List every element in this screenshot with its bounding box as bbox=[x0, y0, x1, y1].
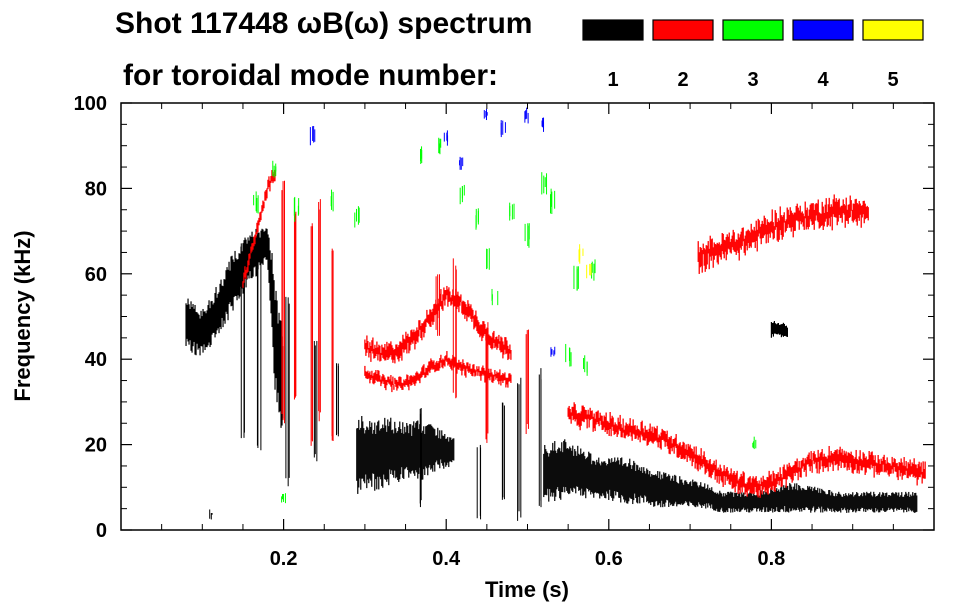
x-axis-label: Time (s) bbox=[485, 577, 569, 602]
y-tick-label: 40 bbox=[85, 349, 107, 371]
y-tick-label: 80 bbox=[85, 178, 107, 200]
series-2-track-2 bbox=[364, 351, 512, 393]
y-tick-label: 100 bbox=[74, 93, 107, 115]
legend-label-2: 2 bbox=[677, 69, 688, 91]
legend-swatch-1 bbox=[582, 19, 644, 41]
series-1-band-1 bbox=[185, 228, 284, 428]
series-1-band-2 bbox=[356, 416, 455, 494]
data-layer bbox=[185, 107, 926, 521]
series-2 bbox=[242, 169, 926, 498]
legend-swatch-5 bbox=[862, 19, 924, 41]
legend-swatch-2 bbox=[652, 19, 714, 41]
x-tick-label: 0.4 bbox=[432, 548, 461, 570]
series-2-track-3 bbox=[567, 402, 926, 498]
x-tick-label: 0.6 bbox=[595, 548, 623, 570]
legend-swatch-3 bbox=[722, 19, 784, 41]
series-5 bbox=[578, 244, 592, 279]
legend-label-5: 5 bbox=[887, 69, 898, 91]
series-2-track-1 bbox=[364, 285, 512, 364]
series-2-track-4 bbox=[697, 194, 869, 274]
series-3 bbox=[253, 137, 757, 504]
series-4 bbox=[309, 107, 556, 357]
series-1-band-4 bbox=[770, 321, 789, 338]
x-tick-label: 0.8 bbox=[757, 548, 785, 570]
legend-swatch-4 bbox=[792, 19, 854, 41]
y-tick-label: 20 bbox=[85, 435, 107, 457]
chart-title-line1: Shot 117448 ωB(ω) spectrum bbox=[115, 7, 532, 40]
legend: 1 2 3 4 5 bbox=[582, 19, 924, 91]
chart-title-line2: for toroidal mode number: bbox=[123, 59, 498, 92]
legend-label-3: 3 bbox=[747, 69, 758, 91]
y-tick-label: 60 bbox=[85, 264, 107, 286]
y-axis-label: Frequency (kHz) bbox=[10, 230, 35, 401]
legend-label-4: 4 bbox=[817, 69, 829, 91]
legend-label-1: 1 bbox=[607, 69, 618, 91]
axes: 0 20 40 60 80 100 0.2 0.4 0.6 0.8 bbox=[74, 93, 934, 570]
y-tick-label: 0 bbox=[96, 520, 107, 542]
x-tick-label: 0.2 bbox=[270, 548, 298, 570]
